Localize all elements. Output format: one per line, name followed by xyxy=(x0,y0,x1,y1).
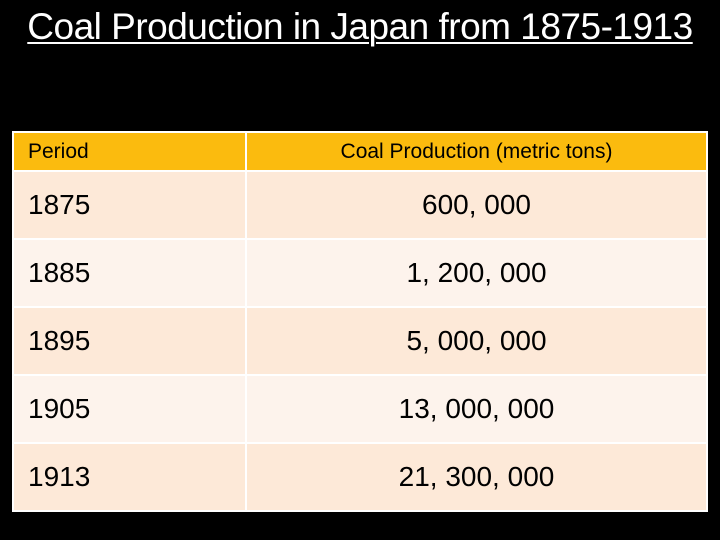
column-header-coal-production: Coal Production (metric tons) xyxy=(245,131,708,172)
production-cell: 13, 000, 000 xyxy=(245,374,708,444)
period-cell: 1885 xyxy=(12,238,247,308)
period-cell: 1895 xyxy=(12,306,247,376)
production-cell: 5, 000, 000 xyxy=(245,306,708,376)
page-title: Coal Production in Japan from 1875-1913 xyxy=(27,6,693,47)
period-cell: 1913 xyxy=(12,442,247,512)
table-row: 1905 13, 000, 000 xyxy=(12,374,708,444)
period-cell: 1905 xyxy=(12,374,247,444)
column-header-period: Period xyxy=(12,131,247,172)
production-cell: 21, 300, 000 xyxy=(245,442,708,512)
table-row: 1913 21, 300, 000 xyxy=(12,442,708,512)
coal-production-table: Period Coal Production (metric tons) 187… xyxy=(12,131,708,512)
table-row: 1895 5, 000, 000 xyxy=(12,306,708,376)
production-cell: 600, 000 xyxy=(245,170,708,240)
period-cell: 1875 xyxy=(12,170,247,240)
table-header-row: Period Coal Production (metric tons) xyxy=(12,131,708,172)
table-row: 1875 600, 000 xyxy=(12,170,708,240)
production-cell: 1, 200, 000 xyxy=(245,238,708,308)
table-row: 1885 1, 200, 000 xyxy=(12,238,708,308)
